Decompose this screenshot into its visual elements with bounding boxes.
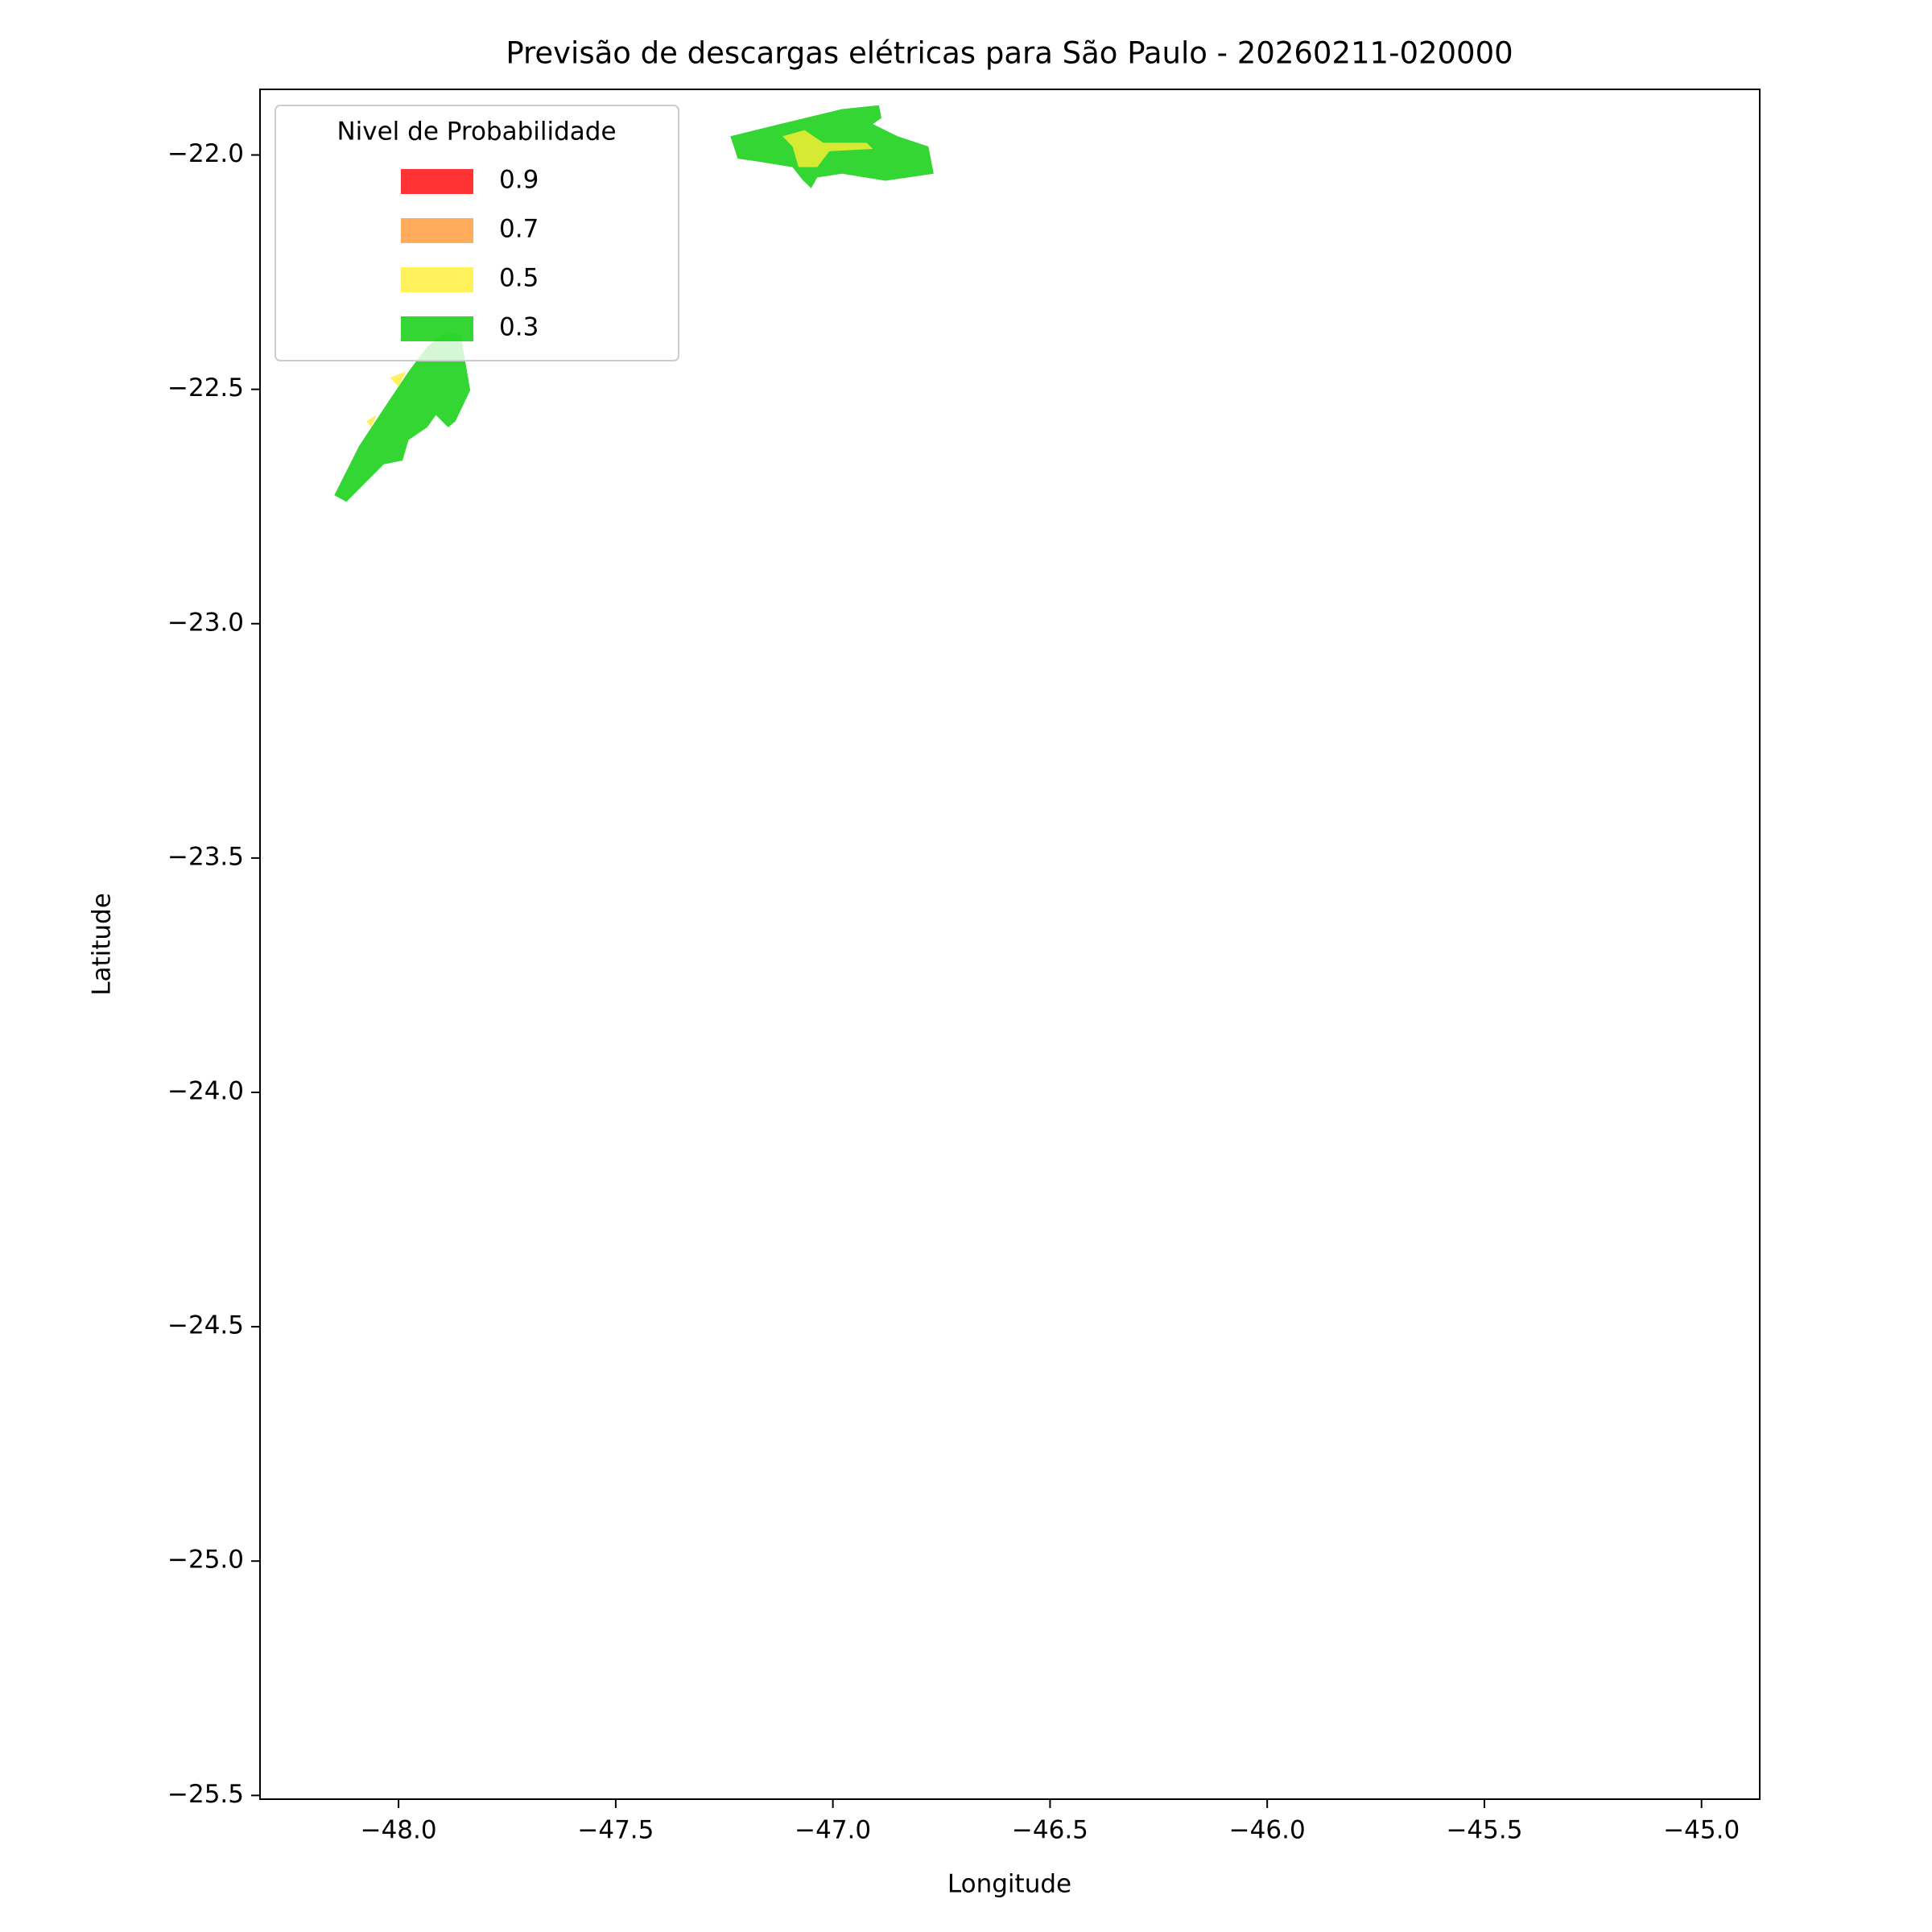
legend-title: Nivel de Probabilidade xyxy=(336,118,616,147)
legend-label: 0.7 xyxy=(499,215,539,244)
x-axis-label: Longitude xyxy=(947,1870,1071,1899)
y-tick-label: −22.0 xyxy=(167,139,244,168)
legend-label: 0.3 xyxy=(499,313,539,342)
plot-frame xyxy=(259,89,1761,1800)
legend-swatch xyxy=(401,218,473,243)
contour-region xyxy=(366,415,377,427)
y-tick-label: −24.0 xyxy=(167,1076,244,1105)
y-tick-label: −23.0 xyxy=(167,608,244,637)
legend-swatch xyxy=(401,169,473,194)
x-tick-label: −46.0 xyxy=(1229,1816,1306,1845)
x-tick-label: −47.5 xyxy=(577,1816,654,1845)
legend-label: 0.5 xyxy=(499,264,539,293)
legend-swatch xyxy=(401,267,473,292)
x-tick-label: −45.5 xyxy=(1446,1816,1522,1845)
contour-region xyxy=(782,130,873,167)
y-tick-label: −25.5 xyxy=(167,1780,244,1809)
y-tick-label: −23.5 xyxy=(167,842,244,871)
x-tick-label: −47.0 xyxy=(795,1816,871,1845)
y-axis-label: Latitude xyxy=(88,893,117,996)
x-tick-label: −46.5 xyxy=(1012,1816,1088,1845)
legend-box xyxy=(275,105,679,361)
y-tick-label: −25.0 xyxy=(167,1546,244,1575)
legend-label: 0.9 xyxy=(499,166,539,195)
y-tick-label: −22.5 xyxy=(167,374,244,402)
legend-swatch xyxy=(401,316,473,341)
x-tick-label: −45.0 xyxy=(1663,1816,1740,1845)
x-tick-label: −48.0 xyxy=(361,1816,437,1845)
chart-title: Previsão de descargas elétricas para São… xyxy=(506,36,1513,71)
contour-region xyxy=(334,332,471,502)
contour-region xyxy=(390,371,407,387)
y-tick-label: −24.5 xyxy=(167,1311,244,1340)
